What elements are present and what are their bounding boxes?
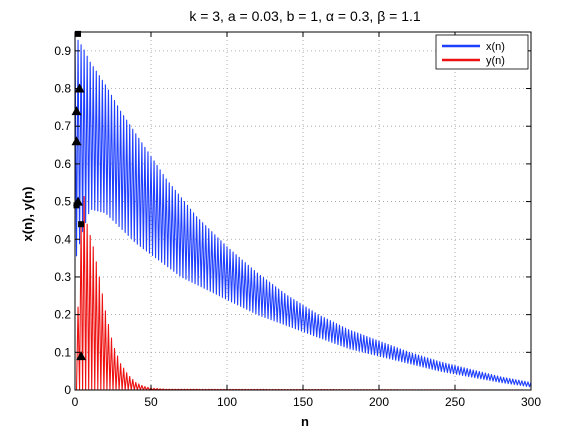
plot-area: 0 50 100 150 200 250 300 0 0.1 0.2 0.3 0.4 0.5 0.6 0.7… [54,30,541,409]
y-tick-label: 0.2 [54,308,71,322]
y-tick-label: 0.9 [54,44,71,58]
y-tick-label: 0.1 [54,345,71,359]
legend-box [435,34,529,70]
legend-label: y(n) [486,55,505,67]
x-tick-label: 200 [369,395,389,409]
y-tick-label: 0.4 [54,232,71,246]
y-tick-label: 0.5 [54,195,71,209]
chart-title: k = 3, a = 0.03, b = 1, α = 0.3, β = 1.1 [189,8,421,24]
y-tick-label: 0.6 [54,157,71,171]
x-tick-label: 100 [217,395,237,409]
triangle-marker [71,106,82,116]
x-tick-label: 300 [521,395,541,409]
x-tick-label: 50 [144,395,158,409]
x-tick-label: 150 [293,395,313,409]
triangle-marker [71,136,82,146]
y-tick-label: 0 [64,383,71,397]
square-marker [78,221,85,228]
y-tick-label: 0.3 [54,270,71,284]
plot-background [75,32,531,390]
series-line-x [74,35,532,388]
y-tick-label: 0.8 [54,82,71,96]
y-tick-label: 0.7 [54,119,71,133]
legend-label: x(n) [486,41,505,53]
square-marker [75,30,82,37]
y-axis-label: x(n), y(n) [20,187,35,242]
x-tick-label: 0 [72,395,79,409]
x-tick-label: 250 [445,395,465,409]
x-axis-label: n [301,414,309,429]
triangle-marker [76,351,87,361]
